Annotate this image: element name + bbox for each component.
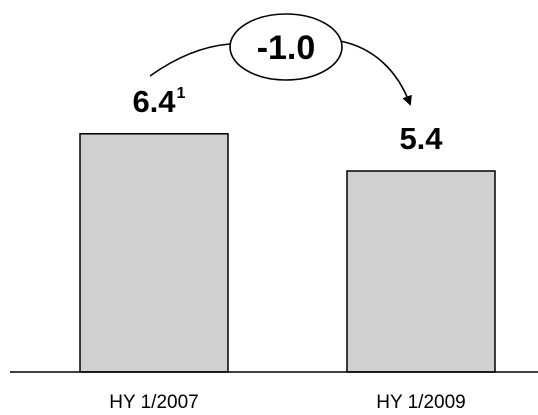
value-label-2: 5.4 bbox=[399, 121, 443, 156]
category-label-1: HY 1/2007 bbox=[109, 392, 198, 413]
value-label-1: 6.4 bbox=[132, 84, 176, 119]
category-label-2: HY 1/2009 bbox=[376, 392, 465, 413]
change-oval bbox=[229, 13, 343, 81]
change-arrow-left bbox=[149, 43, 231, 77]
bar-1 bbox=[79, 133, 229, 373]
change-arrow-right bbox=[339, 40, 412, 106]
change-label: -1.0 bbox=[257, 29, 316, 67]
footnote-marker-1: 1 bbox=[177, 85, 186, 102]
bar-2 bbox=[346, 170, 496, 373]
